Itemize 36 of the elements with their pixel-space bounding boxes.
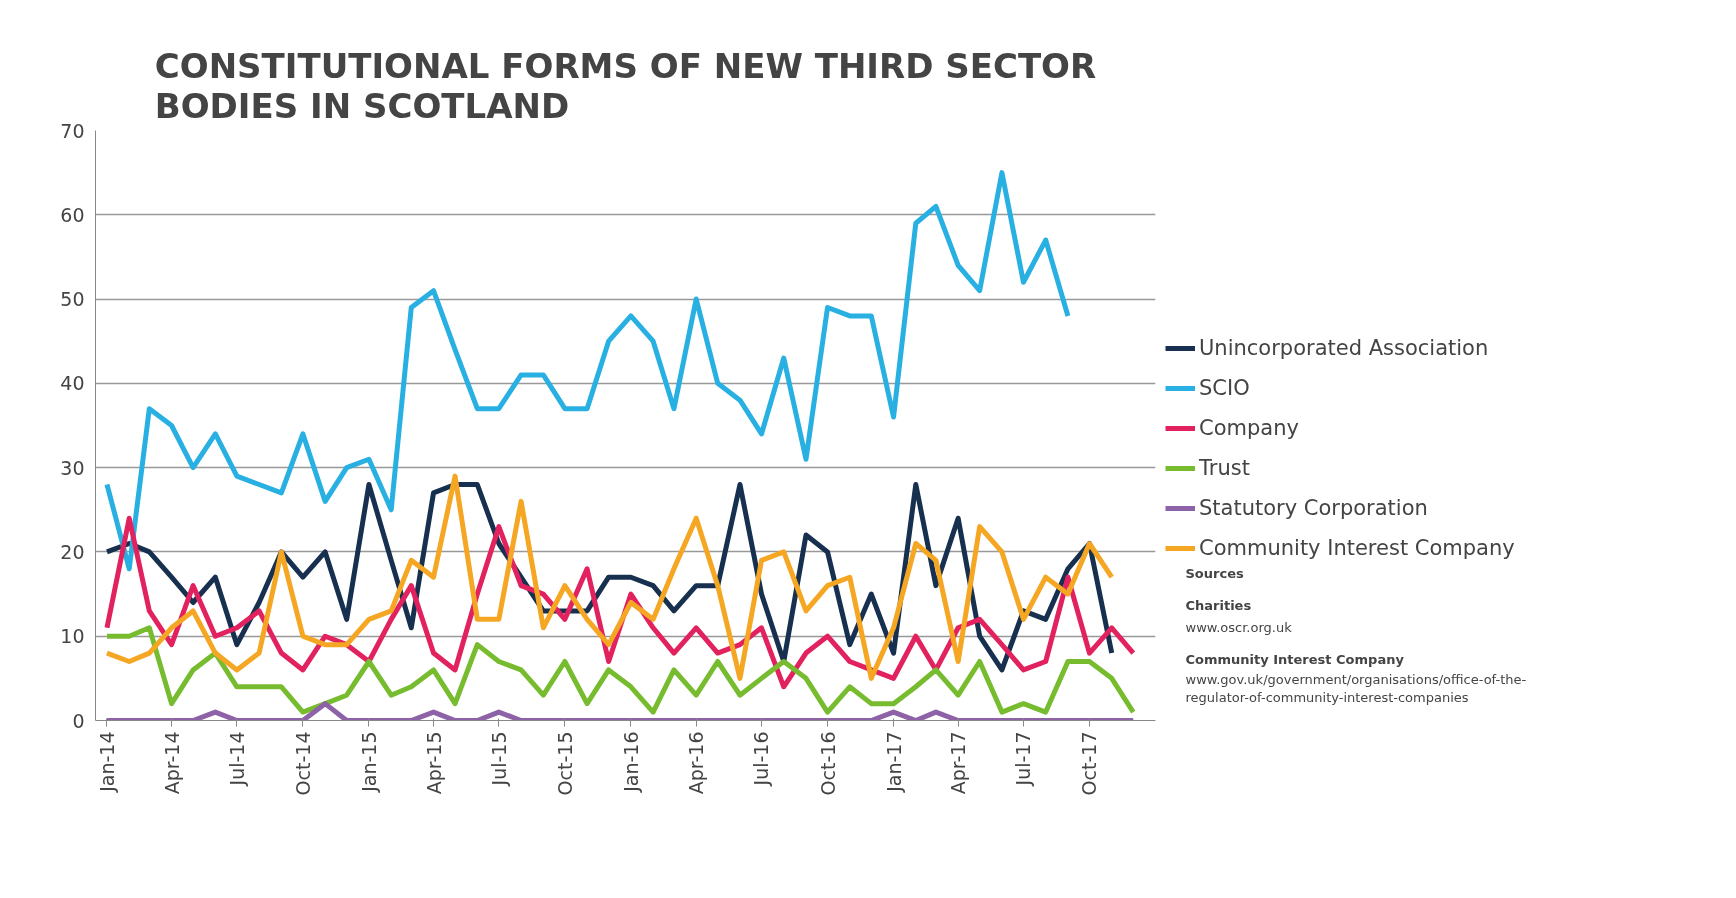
x-tick-label: Jul-15: [487, 731, 510, 787]
x-tick-label: Jul-17: [1012, 731, 1035, 787]
x-tick-label: Apr-14: [160, 731, 183, 795]
legend-label: Community Interest Company: [1199, 536, 1515, 560]
x-tick-label: Oct-16: [816, 731, 839, 796]
y-tick-label: 70: [60, 119, 85, 142]
x-tick-label: Apr-17: [947, 731, 970, 795]
x-tick-label: Jan-17: [882, 731, 905, 793]
text: www.gov.uk/government/organisations/office-of-the- regulator-of-community-interest-companies: [1185, 671, 1527, 705]
y-tick-label: 50: [60, 288, 85, 311]
x-tick-label: Jan-15: [357, 731, 380, 793]
text: www.oscr.org.uk: [1185, 619, 1293, 635]
x-tick-label: Jul-16: [750, 731, 773, 787]
y-tick-label: 40: [60, 372, 85, 395]
y-tick-label: 20: [60, 540, 85, 563]
legend-label: Trust: [1199, 456, 1250, 480]
x-tick-label: Oct-15: [553, 731, 576, 796]
y-tick-label: 30: [60, 456, 85, 479]
legend-label: Statutory Corporation: [1199, 496, 1428, 520]
text: Sources: [1185, 565, 1244, 581]
text: Community Interest Company: [1185, 651, 1405, 667]
legend-label: SCIO: [1199, 376, 1250, 400]
y-tick-label: 10: [60, 625, 85, 648]
x-tick-label: Jan-16: [619, 731, 642, 793]
chart-title: CONSTITUTIONAL FORMS OF NEW THIRD SECTOR BODIES IN SCOTLAND: [154, 45, 1097, 126]
x-tick-label: Oct-14: [291, 731, 314, 796]
y-tick-label: 0: [72, 709, 85, 732]
y-tick-label: 60: [60, 203, 85, 226]
x-tick-label: Jan-14: [95, 731, 118, 793]
legend-label: Unincorporated Association: [1199, 336, 1489, 360]
x-tick-label: Apr-15: [422, 731, 445, 795]
legend-label: Company: [1199, 416, 1299, 440]
x-tick-label: Apr-16: [685, 731, 708, 795]
text: Charities: [1185, 597, 1252, 613]
x-tick-label: Oct-17: [1078, 731, 1101, 796]
x-tick-label: Jul-14: [225, 731, 248, 787]
